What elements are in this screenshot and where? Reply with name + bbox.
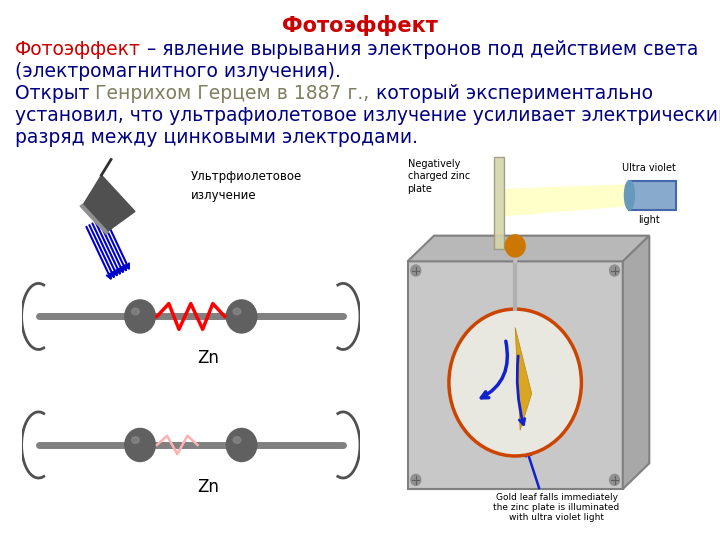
Ellipse shape [624,180,634,210]
Text: – явление вырывания электронов под действием света: – явление вырывания электронов под дейст… [141,40,698,59]
Text: Генрихом Герцем в 1887 г.,: Генрихом Герцем в 1887 г., [95,84,369,103]
Ellipse shape [233,437,240,443]
Polygon shape [629,180,676,210]
Text: Фотоэффект: Фотоэффект [282,15,438,36]
Text: Фотоэффект: Фотоэффект [15,40,141,59]
FancyArrowPatch shape [517,356,525,424]
Circle shape [610,474,619,485]
Polygon shape [503,184,628,217]
Polygon shape [494,157,503,248]
Text: Открыт: Открыт [15,84,95,103]
Text: light: light [639,215,660,226]
Text: plate: plate [408,184,433,194]
Ellipse shape [226,428,257,462]
Polygon shape [408,261,623,489]
Text: установил, что ультрафиолетовое излучение усиливает электрический: установил, что ультрафиолетовое излучени… [15,106,720,125]
Text: разряд между цинковыми электродами.: разряд между цинковыми электродами. [15,128,418,147]
Polygon shape [516,327,531,430]
Circle shape [449,309,582,456]
Ellipse shape [125,300,156,333]
Circle shape [610,265,619,276]
Text: который экспериментально: который экспериментально [369,84,652,103]
Text: Negatively: Negatively [408,159,460,168]
Ellipse shape [233,308,240,315]
Polygon shape [82,175,135,232]
Text: излучение: излучение [191,189,256,202]
Text: Zn: Zn [197,349,219,368]
Text: Ультрфиолетовое: Ультрфиолетовое [191,171,302,184]
Polygon shape [408,235,649,261]
Ellipse shape [125,428,156,462]
Text: (электромагнитного излучения).: (электромагнитного излучения). [15,62,341,81]
Text: Gold leaf falls immediately
the zinc plate is illuminated
with ultra violet ligh: Gold leaf falls immediately the zinc pla… [493,492,620,523]
Circle shape [411,474,420,485]
Circle shape [411,265,420,276]
Circle shape [505,235,525,257]
Text: Ultra violet: Ultra violet [622,163,676,173]
Polygon shape [623,235,649,489]
Ellipse shape [132,308,139,315]
FancyArrowPatch shape [482,341,508,398]
Text: Zn: Zn [197,478,219,496]
Ellipse shape [132,437,139,443]
Text: charged zinc: charged zinc [408,171,469,181]
Ellipse shape [226,300,257,333]
